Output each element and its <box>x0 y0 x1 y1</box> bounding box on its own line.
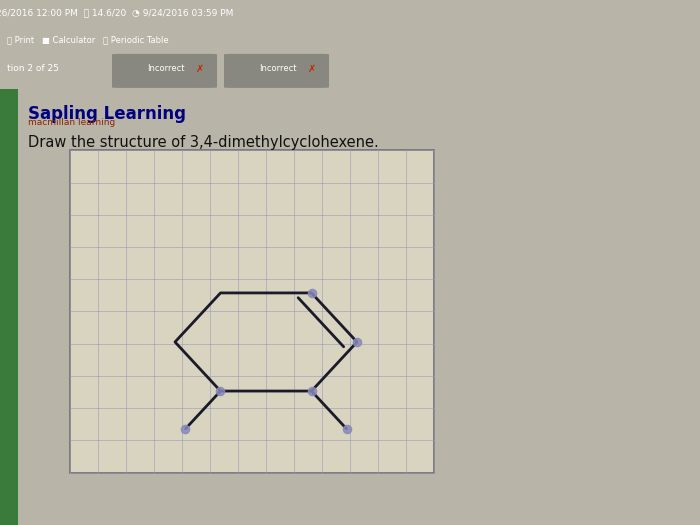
Text: Draw the structure of 3,4-dimethylcyclohexene.: Draw the structure of 3,4-dimethylcycloh… <box>28 135 379 150</box>
Text: ✗: ✗ <box>308 64 316 74</box>
Text: Sapling Learning: Sapling Learning <box>28 104 186 122</box>
Text: ✗: ✗ <box>196 64 204 74</box>
FancyBboxPatch shape <box>112 54 217 88</box>
Text: Incorrect: Incorrect <box>147 64 185 73</box>
Text: /26/2016 12:00 PM  Ⓐ 14.6/20  ◔ 9/24/2016 03:59 PM: /26/2016 12:00 PM Ⓐ 14.6/20 ◔ 9/24/2016 … <box>0 8 233 18</box>
Text: tion 2 of 25: tion 2 of 25 <box>7 64 59 73</box>
FancyBboxPatch shape <box>224 54 329 88</box>
Bar <box>70 150 434 473</box>
Text: Incorrect: Incorrect <box>259 64 297 73</box>
Point <box>180 425 191 433</box>
Point <box>306 387 317 395</box>
Point <box>341 425 352 433</box>
Text: macmillan learning: macmillan learning <box>28 118 116 127</box>
Text: 🖨 Print   ■ Calculator   📊 Periodic Table: 🖨 Print ■ Calculator 📊 Periodic Table <box>7 35 169 44</box>
Point <box>306 289 317 297</box>
Bar <box>0 89 18 525</box>
Point <box>351 338 363 346</box>
Point <box>215 387 226 395</box>
